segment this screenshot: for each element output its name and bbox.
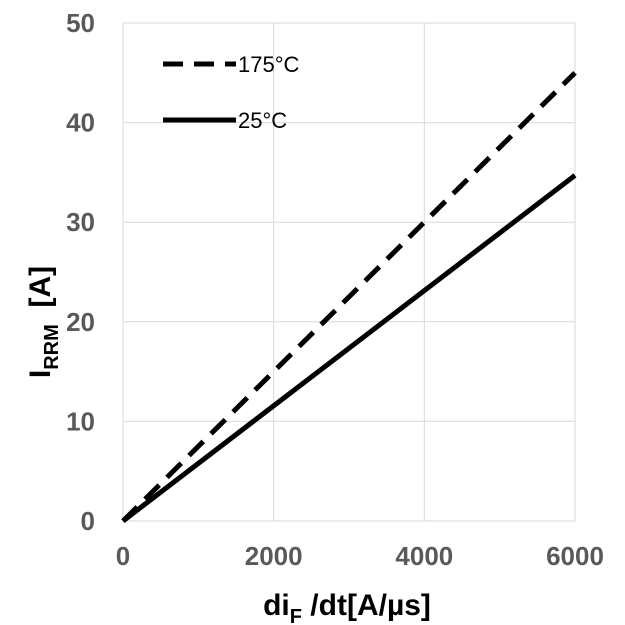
grid-layer	[122, 22, 576, 522]
legend-label: 25°C	[238, 108, 287, 133]
y-tick-label: 0	[81, 506, 95, 536]
x-axis-title-sub: F	[290, 606, 302, 625]
y-tick-label: 30	[66, 207, 95, 237]
legend: 175°C 25°C	[163, 52, 300, 133]
x-tick-label: 4000	[395, 541, 453, 571]
x-axis-title-rest: /dt[A/µs]	[302, 589, 431, 622]
y-axis-title: IRRM [A]	[24, 266, 63, 378]
y-tick-label: 50	[66, 8, 95, 38]
tick-layer: 0 10 20 30 40 50 0 2000 4000 6000	[66, 8, 604, 571]
y-tick-label: 10	[66, 406, 95, 436]
y-axis-title-main: I	[24, 370, 57, 378]
series-line-25C	[121, 173, 577, 523]
series-line-175C	[121, 71, 577, 523]
y-axis-title-sub: RRM	[41, 324, 63, 370]
y-tick-label: 40	[66, 108, 95, 138]
x-axis-title: diF /dt[A/µs]	[263, 589, 431, 625]
y-axis-title-rest: [A]	[24, 266, 57, 324]
x-axis-title-main: di	[263, 589, 290, 622]
legend-label: 175°C	[238, 52, 300, 77]
x-tick-label: 6000	[546, 541, 604, 571]
x-tick-label: 0	[116, 541, 130, 571]
y-tick-label: 20	[66, 307, 95, 337]
x-tick-label: 2000	[245, 541, 303, 571]
series-layer	[121, 71, 577, 523]
